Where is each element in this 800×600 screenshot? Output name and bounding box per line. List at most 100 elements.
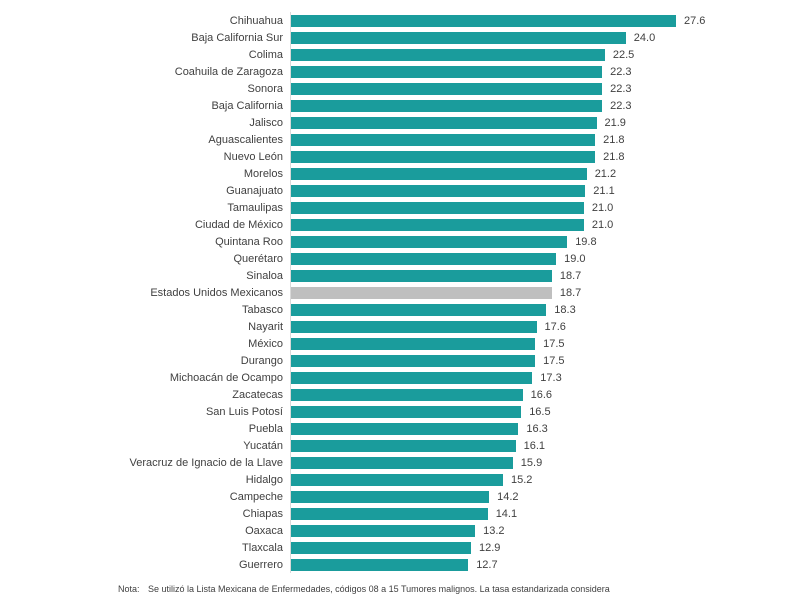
bar-value: 21.2 xyxy=(594,167,617,180)
bar-value: 21.8 xyxy=(603,133,625,146)
bar xyxy=(291,473,503,486)
bar-value: 21.8 xyxy=(603,150,625,163)
bar-track: 15.2 xyxy=(290,471,705,488)
bar-value: 18.3 xyxy=(554,303,576,316)
bar xyxy=(291,388,523,401)
bar-value: 16.6 xyxy=(530,388,553,401)
bar-row: México 17.5 xyxy=(0,335,705,352)
bar-rows: Chihuahua 27.6 Baja California Sur 24.0 Coli… xyxy=(0,12,705,573)
bar-row: Hidalgo 15.2 xyxy=(0,471,705,488)
bar-row: Baja California Sur 24.0 xyxy=(0,29,705,46)
bar-label: Baja California Sur xyxy=(191,31,283,44)
bar-row: Morelos 21.2 xyxy=(0,165,705,182)
bar-row: San Luis Potosí 16.5 xyxy=(0,403,705,420)
bar-value: 15.2 xyxy=(511,473,533,486)
bar xyxy=(291,371,533,384)
bar-value: 18.7 xyxy=(559,286,582,299)
bar-value: 17.5 xyxy=(543,354,565,367)
bar xyxy=(291,201,584,214)
bar-track: 21.1 xyxy=(290,182,705,199)
bar-row: Nayarit 17.6 xyxy=(0,318,705,335)
bar-row: Michoacán de Ocampo 17.3 xyxy=(0,369,705,386)
bar-label: Ciudad de México xyxy=(194,218,283,231)
bar-row: Guanajuato 21.1 xyxy=(0,182,705,199)
bar-row: Campeche 14.2 xyxy=(0,488,705,505)
bar-track: 12.7 xyxy=(290,556,705,573)
bar xyxy=(291,82,603,95)
bar-row: Zacatecas 16.6 xyxy=(0,386,705,403)
bar xyxy=(291,456,513,469)
bar xyxy=(291,558,469,571)
bar-track: 16.5 xyxy=(290,403,705,420)
bar-value: 27.6 xyxy=(684,14,706,27)
bar xyxy=(291,507,488,520)
footnote-text: Se utilizó la Lista Mexicana de Enfermed… xyxy=(148,584,610,594)
bar-value: 17.5 xyxy=(543,337,565,350)
bar xyxy=(291,354,536,367)
bar-track: 17.3 xyxy=(290,369,705,386)
bar-value: 18.7 xyxy=(559,269,582,282)
bar-row: Guerrero 12.7 xyxy=(0,556,705,573)
bar-row: Veracruz de Ignacio de la Llave 15.9 xyxy=(0,454,705,471)
bar xyxy=(291,167,587,180)
bar-label: Sinaloa xyxy=(246,269,283,282)
bar-track: 14.1 xyxy=(290,505,705,522)
bar-row: Chihuahua 27.6 xyxy=(0,12,705,29)
bar-label: Campeche xyxy=(229,490,283,503)
bar-value: 13.2 xyxy=(483,524,505,537)
bar-row: Baja California 22.3 xyxy=(0,97,705,114)
bar-row: Sonora 22.3 xyxy=(0,80,705,97)
bar-value: 22.5 xyxy=(612,48,635,61)
bar-label: San Luis Potosí xyxy=(205,405,283,418)
bar-value: 17.3 xyxy=(540,371,562,384)
bar-label: Nuevo León xyxy=(223,150,283,163)
bar xyxy=(291,116,597,129)
bar xyxy=(291,65,603,78)
bar-label: Jalisco xyxy=(249,116,283,129)
bar xyxy=(291,235,568,248)
bar-label: Puebla xyxy=(248,422,283,435)
bar xyxy=(291,31,626,44)
bar xyxy=(291,524,476,537)
bar-row: Ciudad de México 21.0 xyxy=(0,216,705,233)
bar-row: Estados Unidos Mexicanos 18.7 xyxy=(0,284,705,301)
bar-row: Oaxaca 13.2 xyxy=(0,522,705,539)
bar xyxy=(291,184,586,197)
bar xyxy=(291,303,547,316)
bar-label: Colima xyxy=(248,48,283,61)
bar xyxy=(291,133,596,146)
bar-row: Aguascalientes 21.8 xyxy=(0,131,705,148)
bar-value: 21.1 xyxy=(593,184,615,197)
bar xyxy=(291,337,536,350)
bar-row: Colima 22.5 xyxy=(0,46,705,63)
bar xyxy=(291,422,519,435)
bar-track: 24.0 xyxy=(290,29,705,46)
bar-chart: Chihuahua 27.6 Baja California Sur 24.0 Coli… xyxy=(0,12,705,573)
bar-row: Sinaloa 18.7 xyxy=(0,267,705,284)
footnote: Nota: Se utilizó la Lista Mexicana de En… xyxy=(118,584,610,594)
bar-row: Quintana Roo 19.8 xyxy=(0,233,705,250)
bar-value: 14.1 xyxy=(495,507,518,520)
bar-track: 21.8 xyxy=(290,131,705,148)
bar-label: Tlaxcala xyxy=(242,541,283,554)
bar-label: Nayarit xyxy=(248,320,283,333)
bar-label: Querétaro xyxy=(233,252,283,265)
bar-track: 18.7 xyxy=(290,284,705,301)
bar-label: Tabasco xyxy=(242,303,283,316)
bar-row: Nuevo León 21.8 xyxy=(0,148,705,165)
bar-track: 19.0 xyxy=(290,250,705,267)
bar-label: Zacatecas xyxy=(232,388,283,401)
bar-label: Guerrero xyxy=(238,558,283,571)
bar-label: Guanajuato xyxy=(226,184,283,197)
bar-row: Tlaxcala 12.9 xyxy=(0,539,705,556)
bar-value: 15.9 xyxy=(520,456,543,469)
bar-value: 17.6 xyxy=(544,320,566,333)
bar-track: 22.3 xyxy=(290,63,705,80)
bar-row: Puebla 16.3 xyxy=(0,420,705,437)
bar-track: 17.5 xyxy=(290,352,705,369)
bar-label: Hidalgo xyxy=(245,473,283,486)
bar-track: 22.3 xyxy=(290,97,705,114)
bar xyxy=(291,541,471,554)
bar-label: Yucatán xyxy=(243,439,283,452)
